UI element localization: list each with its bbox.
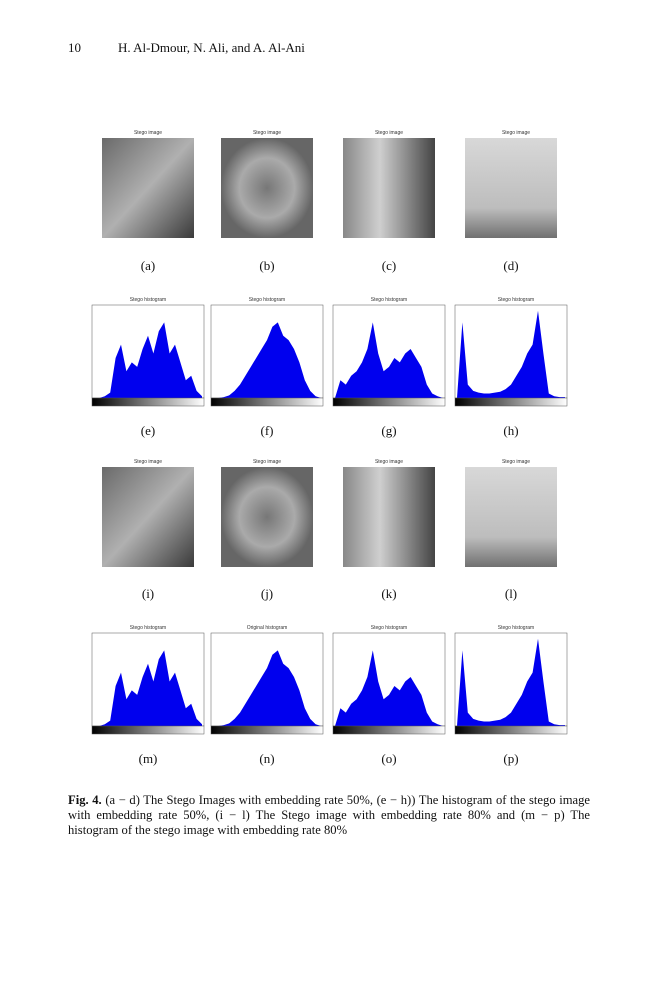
histogram-shape [213,322,321,398]
panel-label: (b) [259,258,274,273]
panel-label: (e) [141,423,155,438]
panel-image [102,138,194,238]
plot-frame [454,632,568,727]
panel-image [343,138,435,238]
panel-title: Stego image [375,459,403,465]
gray-bar [454,397,568,407]
gray-bar [91,725,205,735]
panel-label: (h) [503,423,518,438]
caption-text: (a − d) The Stego Images with embedding … [68,793,590,837]
panel-label: (o) [381,751,396,766]
panel-image [102,467,194,567]
plot-frame [454,304,568,399]
panel-title: Stego image [253,130,281,136]
panel-label: (m) [139,751,158,766]
panel-label: (j) [261,586,273,601]
histogram-shape [335,650,443,726]
histogram-shape [457,638,565,726]
panel-title: Stego histogram [249,297,285,303]
panel-label: (n) [259,751,274,766]
caption-label: Fig. 4. [68,793,102,807]
panel-label: (d) [503,258,518,273]
gray-bar [210,397,324,407]
panel-title: Stego histogram [130,625,166,631]
panel-title: Stego histogram [371,297,407,303]
panel-image [465,467,557,567]
figure: Stego image (a) Stego image (b) Stego image (… [91,130,568,766]
panel-title: Stego histogram [498,297,534,303]
histogram-shape [213,650,321,726]
panel-title: Stego image [375,130,403,136]
panel-label: (p) [503,751,518,766]
panel-label: (f) [261,423,274,438]
panel-title: Stego image [134,130,162,136]
panel-image [221,467,313,567]
panel-image [465,138,557,238]
panel-title: Stego histogram [371,625,407,631]
panel-title: Stego histogram [498,625,534,631]
panel-title: Stego image [502,130,530,136]
gray-bar [91,397,205,407]
gray-bar [210,725,324,735]
histogram-shape [457,310,565,398]
histogram-shape [94,650,202,726]
panel-label: (l) [505,586,517,601]
histogram-shape [335,322,443,398]
panel-label: (c) [382,258,396,273]
panel-title: Stego image [502,459,530,465]
panel-label: (i) [142,586,154,601]
panel-title: Stego histogram [130,297,166,303]
panel-label: (k) [381,586,396,601]
panel-title: Stego image [253,459,281,465]
panel-title: Original histogram [247,625,288,631]
gray-bar [332,725,446,735]
page-number: 10 [68,40,81,55]
panel-image [221,138,313,238]
panel-title: Stego image [134,459,162,465]
gray-bar [332,397,446,407]
caption: Fig. 4. (a − d) The Stego Images with em… [68,793,590,838]
panel-label: (a) [141,258,155,273]
panel-image [343,467,435,567]
histogram-shape [94,322,202,398]
gray-bar [454,725,568,735]
running-head: H. Al-Dmour, N. Ali, and A. Al-Ani [118,40,305,55]
panel-label: (g) [381,423,396,438]
